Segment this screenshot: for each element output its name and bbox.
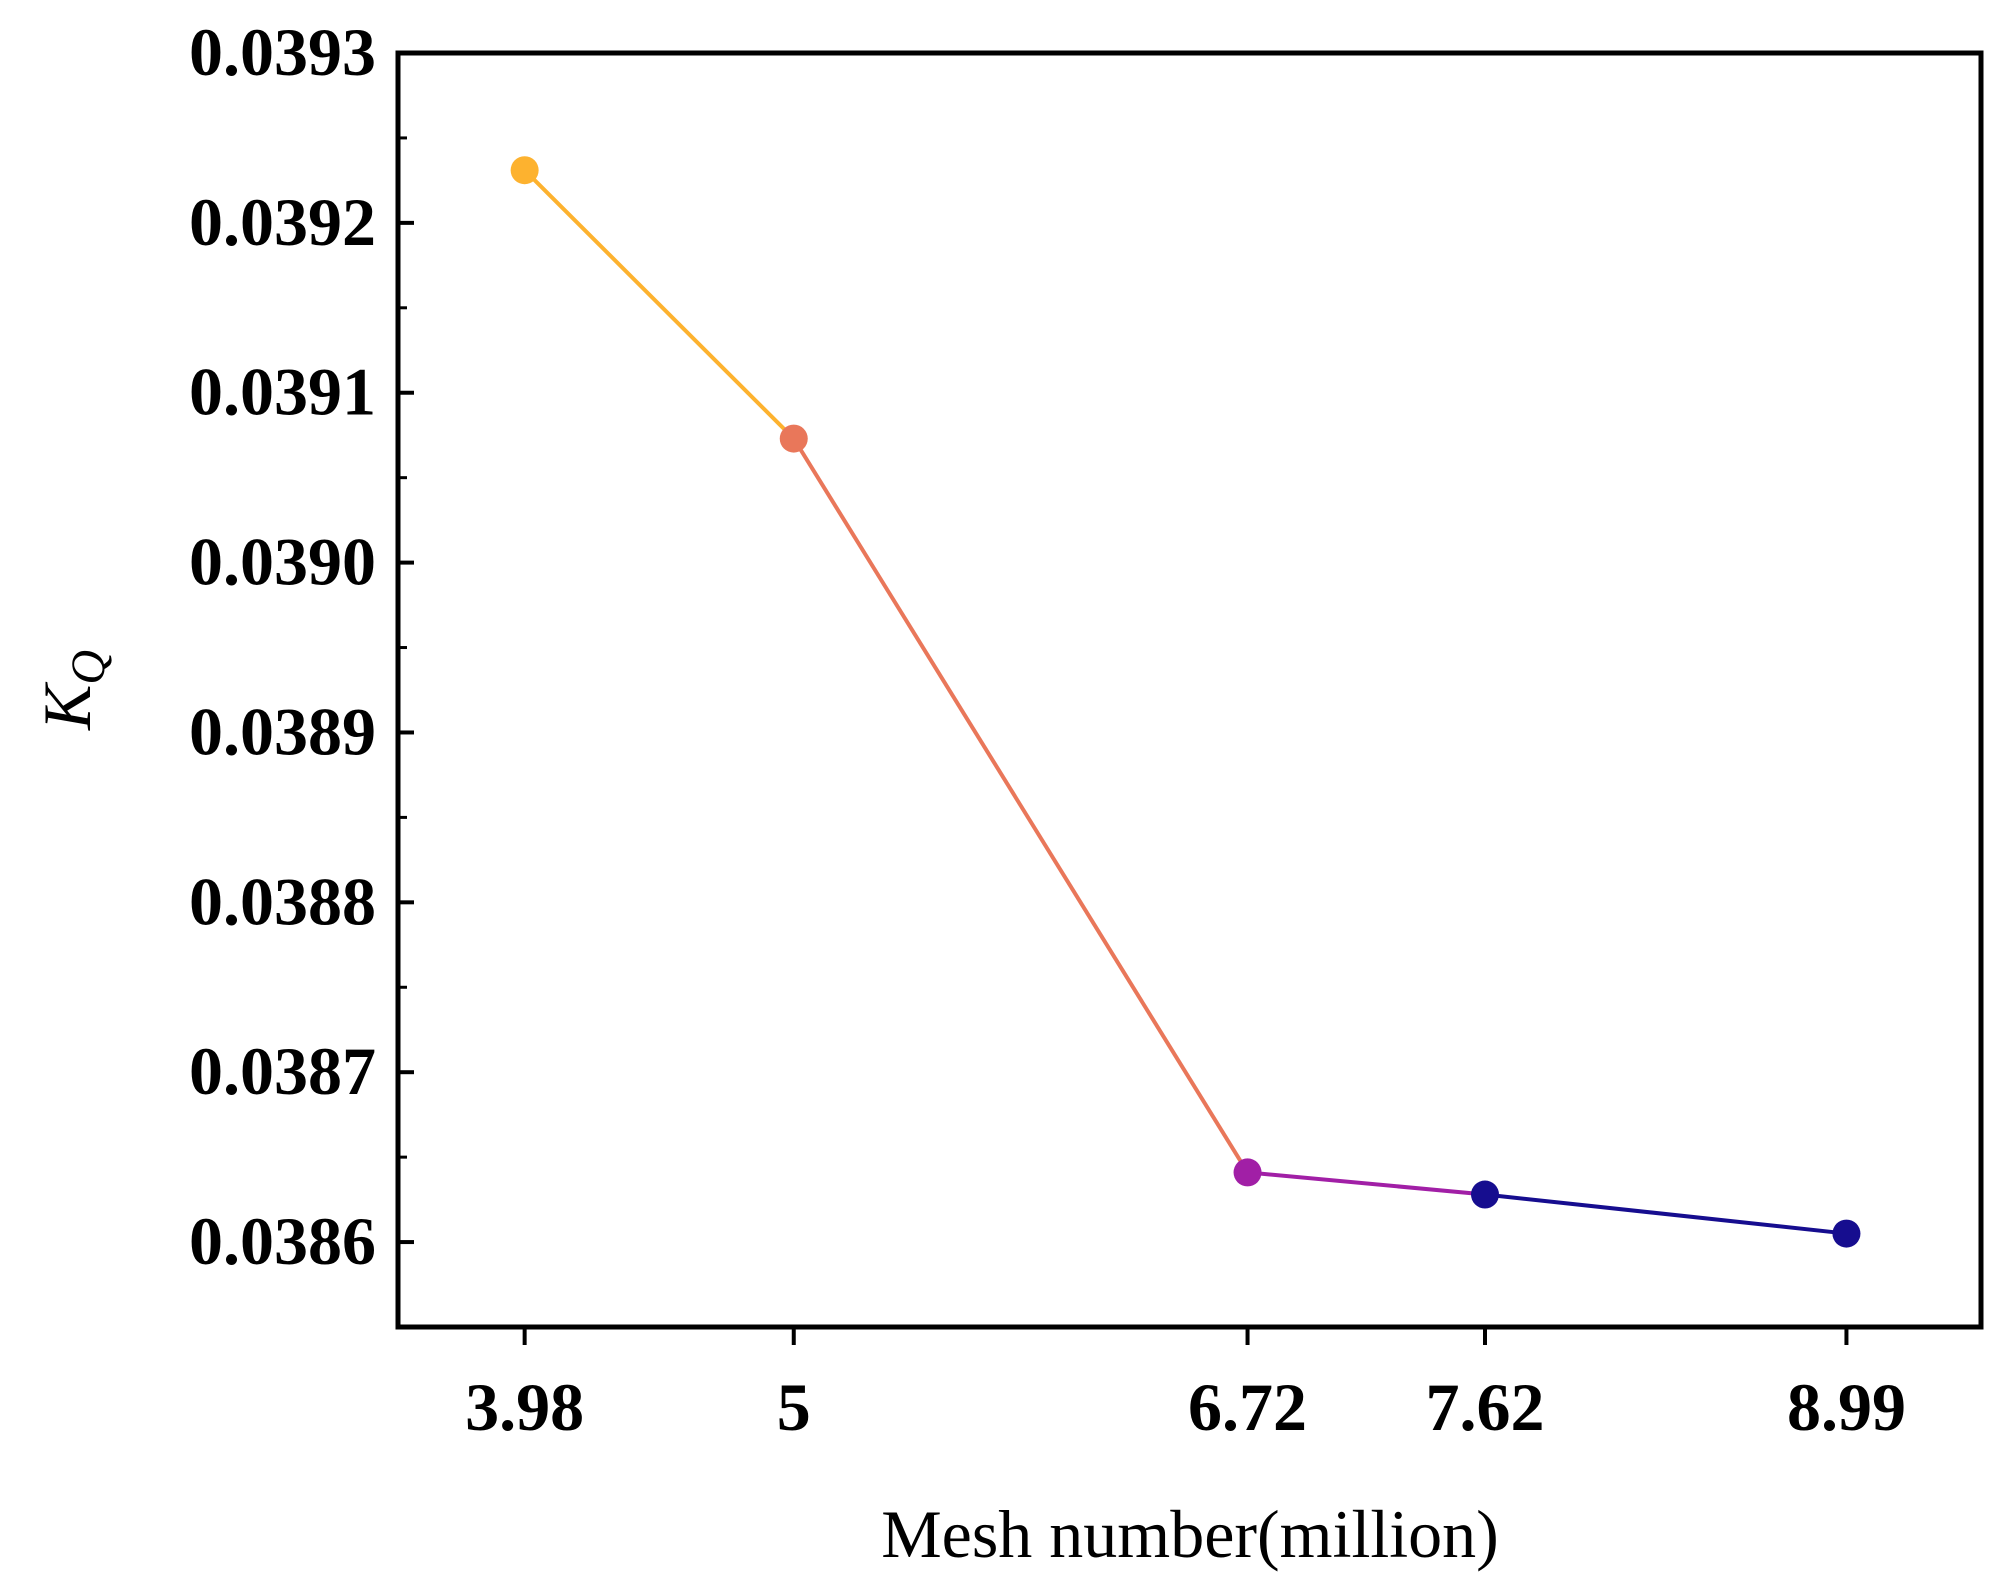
data-point bbox=[510, 156, 539, 185]
data-point bbox=[1832, 1219, 1861, 1248]
y-tick-label: 0.0388 bbox=[189, 863, 376, 939]
line-segment bbox=[1484, 1192, 1847, 1236]
line-segment bbox=[1247, 1170, 1486, 1197]
svg-text:KQ: KQ bbox=[29, 650, 115, 731]
y-axis-title-subscript: Q bbox=[62, 650, 115, 685]
x-tick-label: 8.99 bbox=[1787, 1369, 1906, 1445]
data-point bbox=[1470, 1180, 1499, 1209]
data-line-segments bbox=[523, 168, 1847, 1236]
y-axis-title: KQ bbox=[29, 650, 115, 731]
line-segment bbox=[792, 437, 1250, 1174]
y-tick-label: 0.0386 bbox=[189, 1203, 376, 1279]
x-axis-ticks: 3.98 5 6.72 7.62 8.99 bbox=[465, 1327, 1906, 1445]
data-points bbox=[510, 156, 1861, 1248]
data-point bbox=[1233, 1158, 1262, 1187]
x-tick-label: 3.98 bbox=[465, 1369, 584, 1445]
x-axis-title: Mesh number(million) bbox=[881, 1496, 1499, 1572]
y-tick-label: 0.0391 bbox=[189, 354, 376, 430]
x-tick-label: 5 bbox=[777, 1369, 811, 1445]
plot-frame bbox=[395, 50, 1984, 1330]
y-tick-label: 0.0390 bbox=[189, 524, 376, 600]
x-tick-label: 6.72 bbox=[1188, 1369, 1307, 1445]
y-axis-ticks: 0.0386 0.0387 0.0388 0.0389 0.0390 0.0391 0.03… bbox=[189, 14, 414, 1279]
y-tick-label: 0.0392 bbox=[189, 184, 376, 260]
y-tick-label: 0.0387 bbox=[189, 1033, 376, 1109]
y-tick-label: 0.0389 bbox=[189, 693, 376, 769]
x-tick-label: 7.62 bbox=[1425, 1369, 1544, 1445]
line-segment bbox=[523, 168, 796, 441]
data-point bbox=[779, 424, 808, 453]
y-tick-label: 0.0393 bbox=[189, 14, 376, 90]
y-axis-title-main: K bbox=[29, 681, 105, 731]
